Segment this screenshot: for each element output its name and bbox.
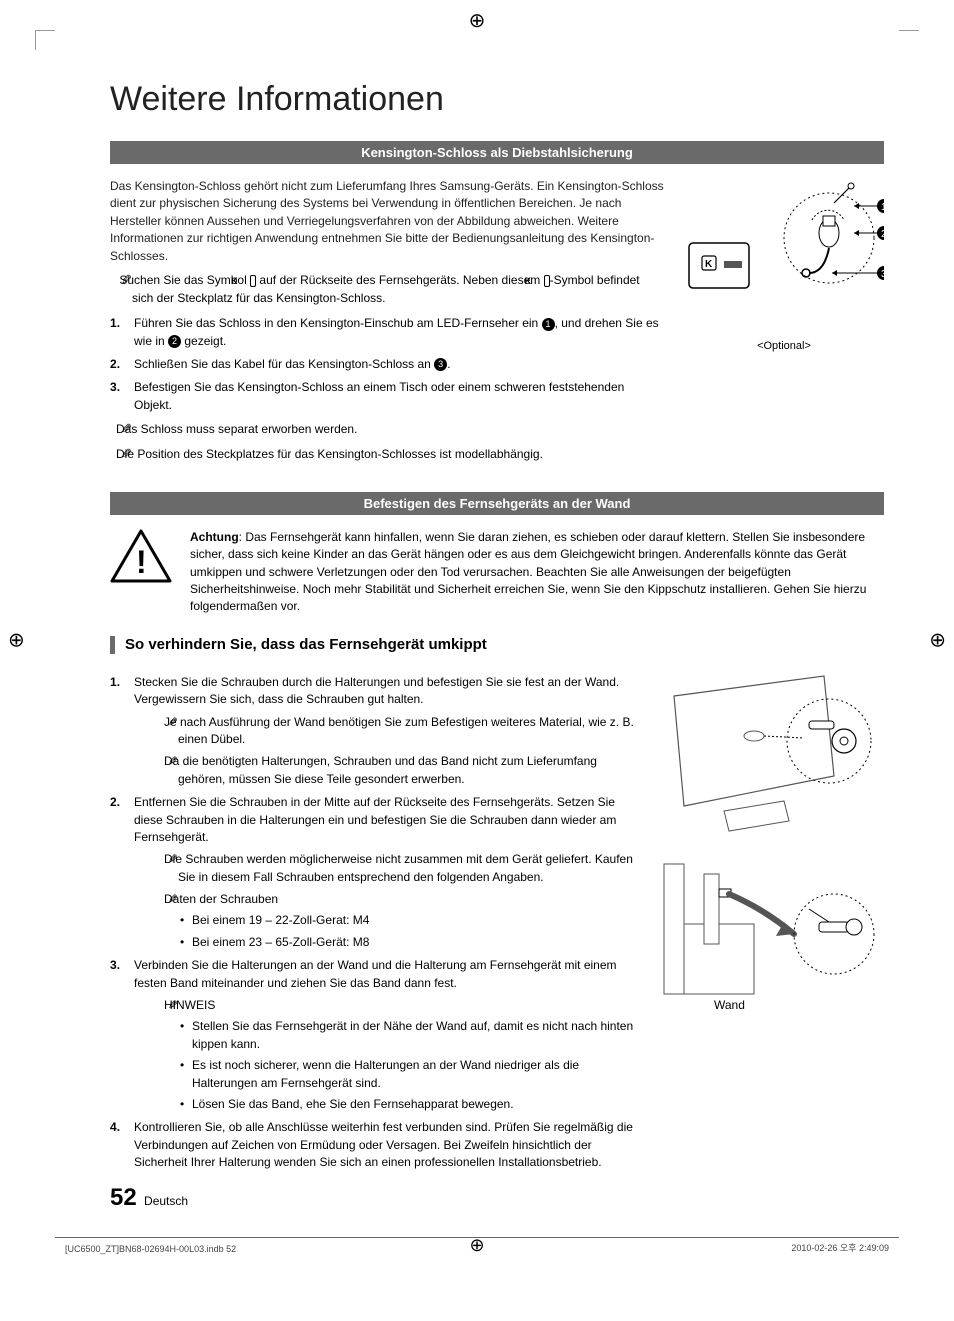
section2-text: Stecken Sie die Schrauben durch die Halt… [110, 666, 634, 1172]
wall-steps: Stecken Sie die Schrauben durch die Halt… [110, 674, 634, 1172]
section1-content: Das Kensington-Schloss gehört nicht zum … [110, 178, 884, 464]
step1-c: gezeigt. [181, 334, 226, 348]
kensington-diagram: K 1 2 3 [684, 178, 884, 464]
intro-paragraph: Das Kensington-Schloss gehört nicht zum … [110, 178, 664, 265]
footer-reg-icon: ⊕ [469, 1235, 484, 1256]
wall-diagrams: Wand [654, 666, 884, 1172]
note-separate-purchase: Das Schloss muss separat erworben werden… [110, 420, 664, 439]
svg-text:1: 1 [881, 202, 884, 213]
section-bar-kensington: Kensington-Schloss als Diebstahlsicherun… [110, 141, 884, 164]
svg-text:2: 2 [881, 229, 884, 240]
page-number-value: 52 [110, 1184, 137, 1211]
subheading-text: So verhindern Sie, dass das Fernsehgerät… [125, 636, 487, 653]
step1-a: Führen Sie das Schloss in den Kensington… [134, 316, 542, 330]
hint-2: Es ist noch sicherer, wenn die Halterung… [134, 1057, 634, 1092]
hint-3: Lösen Sie das Band, ehe Sie den Fernseha… [134, 1096, 634, 1113]
subheading-tipping: So verhindern Sie, dass das Fernsehgerät… [110, 636, 884, 654]
svg-text:!: ! [136, 544, 147, 580]
kensington-svg: K 1 2 3 [684, 178, 884, 338]
circled-3-icon: 3 [434, 358, 447, 371]
step2-b: . [447, 357, 450, 371]
step-3: Befestigen Sie das Kensington-Schloss an… [110, 379, 664, 414]
wall-step-1: Stecken Sie die Schrauben durch die Halt… [110, 674, 634, 788]
crop-corner [35, 30, 55, 50]
footer-right: 2010-02-26 오후 2:49:09 [791, 1241, 889, 1254]
subheading-bar-icon [110, 636, 115, 654]
page-container: Weitere Informationen Kensington-Schloss… [0, 0, 954, 1280]
s2-note2: Daten der Schrauben [134, 891, 634, 908]
kensington-steps: Führen Sie das Schloss in den Kensington… [110, 315, 664, 414]
s1-note2: Da die benötigten Halterungen, Schrauben… [134, 753, 634, 788]
wall-step-3: Verbinden Sie die Halterungen an der Wan… [110, 957, 634, 1113]
s2-text: Entfernen Sie die Schrauben in der Mitte… [134, 795, 616, 844]
s1-text: Stecken Sie die Schrauben durch die Halt… [134, 675, 619, 706]
section1-text: Das Kensington-Schloss gehört nicht zum … [110, 178, 664, 464]
note1-part-b: auf der Rückseite des Fernsehgeräts. Neb… [256, 273, 543, 287]
footer-left: [UC6500_ZT]BN68-02694H-00L03.indb 52 [65, 1244, 236, 1254]
svg-text:K: K [705, 259, 713, 270]
screw-m8: Bei einem 23 – 65-Zoll-Gerät: M8 [134, 934, 634, 951]
page-number: 52 Deutsch [110, 1184, 188, 1212]
note-search-symbol: Suchen Sie das Symbol K auf der Rückseit… [110, 271, 664, 307]
step-1: Führen Sie das Schloss in den Kensington… [110, 315, 664, 350]
page-lang: Deutsch [144, 1194, 188, 1208]
s3-hint-label: HINWEIS [134, 997, 634, 1014]
screw-specs: Bei einem 19 – 22-Zoll-Gerat: M4 Bei ein… [134, 912, 634, 951]
warning-block: ! Achtung: Das Fernsehgerät kann hinfall… [110, 529, 884, 616]
circled-1-icon: 1 [542, 318, 555, 331]
s3-text: Verbinden Sie die Halterungen an der Wan… [134, 958, 617, 989]
wall-step-4: Kontrollieren Sie, ob alle Anschlüsse we… [110, 1119, 634, 1171]
step2-a: Schließen Sie das Kabel für das Kensingt… [134, 357, 434, 371]
s2-note1: Die Schrauben werden möglicherweise nich… [134, 851, 634, 886]
hint-1: Stellen Sie das Fernsehgerät in der Nähe… [134, 1018, 634, 1053]
hint-bullets: Stellen Sie das Fernsehgerät in der Nähe… [134, 1018, 634, 1113]
svg-text:3: 3 [881, 269, 884, 280]
section-bar-wall: Befestigen des Fernsehgeräts an der Wand [110, 492, 884, 515]
warning-label: Achtung [190, 530, 239, 544]
optional-label: <Optional> [684, 340, 884, 352]
s1-note1: Je nach Ausführung der Wand benötigen Si… [134, 714, 634, 749]
page-title: Weitere Informationen [110, 80, 884, 119]
warning-body: : Das Fernsehgerät kann hinfallen, wenn … [190, 530, 866, 614]
crop-corner [899, 30, 919, 50]
step-2: Schließen Sie das Kabel für das Kensingt… [110, 356, 664, 373]
wall-mount-svg: Wand [654, 854, 884, 1024]
screw-m4: Bei einem 19 – 22-Zoll-Gerat: M4 [134, 912, 634, 929]
wall-step-2: Entfernen Sie die Schrauben in der Mitte… [110, 794, 634, 951]
warning-text: Achtung: Das Fernsehgerät kann hinfallen… [190, 529, 884, 616]
circled-2-icon: 2 [168, 335, 181, 348]
section2-content: Stecken Sie die Schrauben durch die Halt… [110, 666, 884, 1172]
tv-rear-svg [654, 666, 884, 846]
wand-label: Wand [714, 998, 745, 1012]
warning-icon: ! [110, 529, 172, 585]
note-slot-position: Die Position des Steckplatzes für das Ke… [110, 445, 664, 464]
